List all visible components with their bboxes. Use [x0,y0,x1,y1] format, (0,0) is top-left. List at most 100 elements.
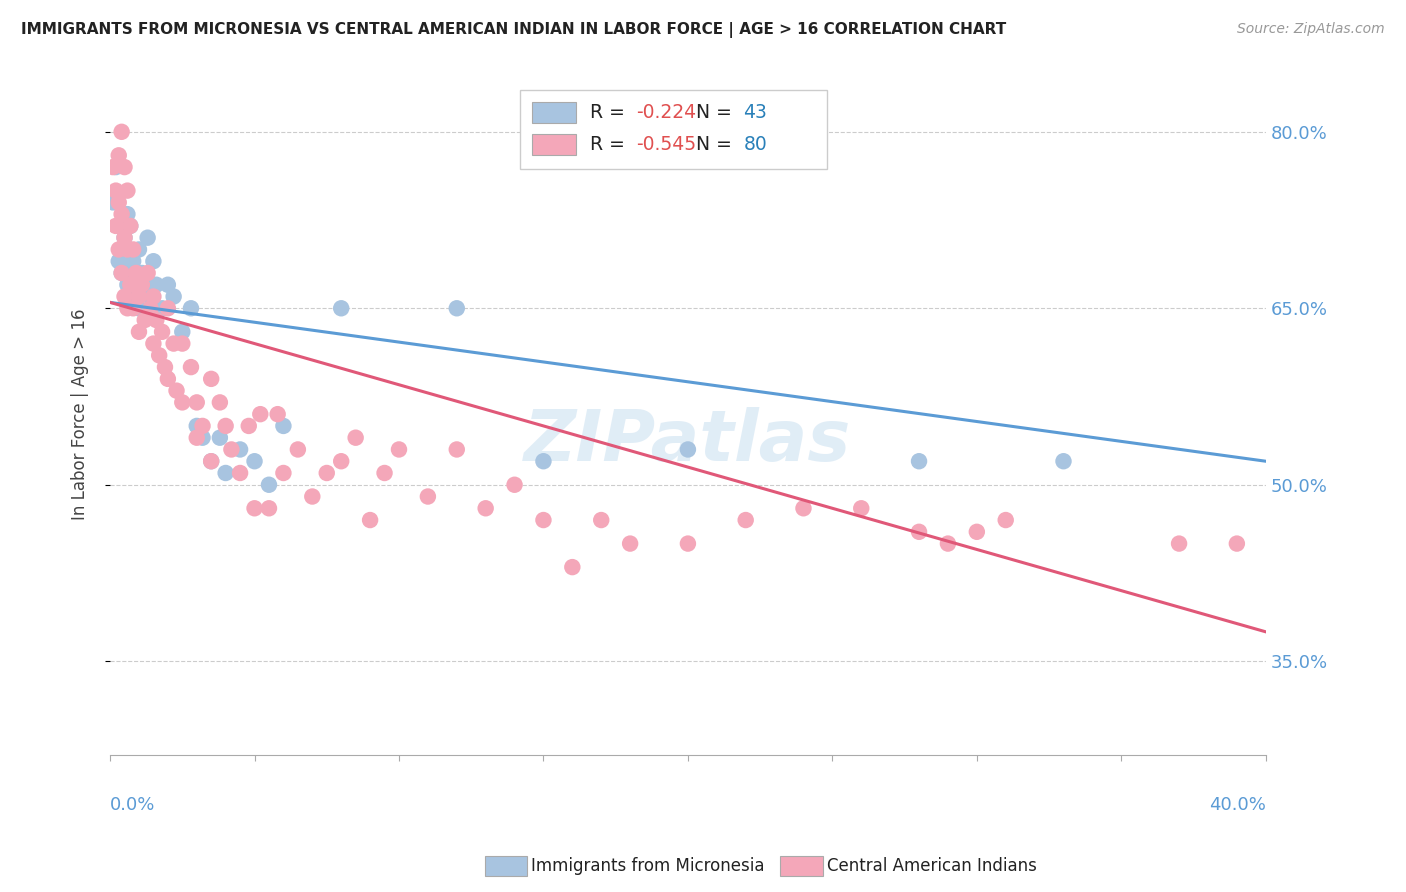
Point [104,219,127,233]
Point [107,243,129,257]
Point [142,289,165,303]
Point [229,442,252,457]
Point [503,477,526,491]
Point [128,301,150,316]
Point [120,219,142,233]
Point [388,442,411,457]
Point [1168,536,1191,550]
Point [114,289,136,303]
Text: Central American Indians: Central American Indians [827,857,1036,875]
Point [344,431,367,445]
Point [162,289,184,303]
Point [134,313,156,327]
Point [104,160,127,174]
Point [851,501,873,516]
Point [446,301,468,316]
Point [145,313,167,327]
Point [122,254,145,268]
Point [315,466,337,480]
Point [200,454,222,468]
Point [153,360,176,375]
Text: 40.0%: 40.0% [1209,797,1265,814]
Point [180,301,202,316]
Point [474,501,496,516]
Point [114,266,136,280]
Point [287,442,309,457]
Point [111,266,134,280]
Point [561,560,583,574]
Point [186,431,208,445]
Point [208,431,231,445]
Point [139,289,162,303]
Text: N =: N = [696,135,738,154]
Point [156,372,179,386]
Y-axis label: In Labor Force | Age > 16: In Labor Force | Age > 16 [72,309,89,520]
Point [619,536,641,550]
Point [111,243,134,257]
Point [257,477,280,491]
Point [142,254,165,268]
Text: 43: 43 [744,103,768,122]
Text: -0.545: -0.545 [636,135,696,154]
Point [191,418,214,433]
Point [908,524,931,539]
Point [994,513,1017,527]
Point [142,336,165,351]
Point [114,230,136,244]
Text: 80: 80 [744,135,768,154]
Point [117,277,139,292]
Point [359,513,381,527]
Point [533,513,555,527]
Point [734,513,756,527]
Point [416,490,439,504]
Point [128,243,150,257]
Text: Immigrants from Micronesia: Immigrants from Micronesia [531,857,765,875]
Point [114,230,136,244]
Point [273,418,295,433]
Point [249,407,271,421]
Point [166,384,188,398]
Point [908,454,931,468]
Point [122,243,145,257]
Point [221,442,243,457]
Text: 0.0%: 0.0% [110,797,156,814]
Text: R =: R = [589,103,630,122]
Point [125,266,148,280]
Point [186,418,208,433]
Point [101,160,124,174]
Point [117,301,139,316]
Point [150,325,173,339]
Point [162,336,184,351]
Point [136,266,159,280]
Point [936,536,959,550]
Point [156,301,179,316]
Point [172,336,194,351]
Point [139,301,162,316]
Text: ZIPatlas: ZIPatlas [524,407,852,476]
FancyBboxPatch shape [520,90,827,169]
Point [120,266,142,280]
Point [214,418,236,433]
Point [111,207,134,221]
Point [266,407,288,421]
Point [156,277,179,292]
Point [186,395,208,409]
Point [214,466,236,480]
Point [125,277,148,292]
Point [120,219,142,233]
Point [145,277,167,292]
Point [446,442,468,457]
Point [257,501,280,516]
Point [101,195,124,210]
Point [150,301,173,316]
Point [117,243,139,257]
Point [676,536,699,550]
Text: N =: N = [696,103,738,122]
Point [107,148,129,162]
Point [301,490,323,504]
Point [134,277,156,292]
Point [107,219,129,233]
Text: Source: ZipAtlas.com: Source: ZipAtlas.com [1237,22,1385,37]
Point [122,289,145,303]
Point [136,230,159,244]
